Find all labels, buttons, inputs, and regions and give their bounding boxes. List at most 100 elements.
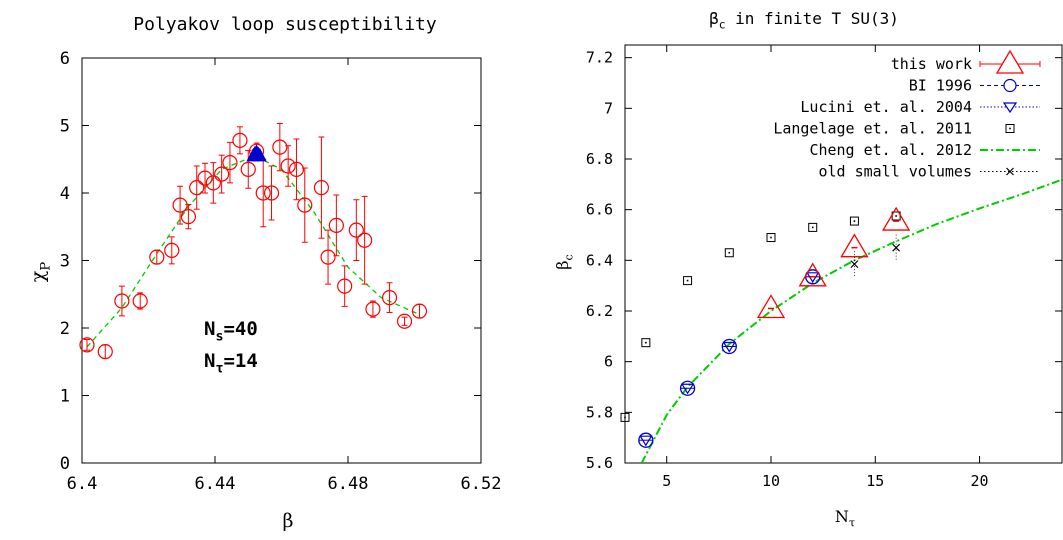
lucini-point: [681, 383, 695, 395]
circle-marker: [189, 180, 205, 196]
data-point-left: [280, 145, 296, 187]
bi-point: [721, 338, 737, 355]
legend-marker: [1003, 78, 1017, 93]
data-point-left: [313, 136, 329, 239]
annotation-nt: Nτ=14: [204, 350, 258, 376]
circle-marker: [97, 344, 113, 360]
data-point-left: [365, 300, 381, 318]
circle-marker: [114, 293, 130, 309]
circle-marker: [313, 180, 329, 196]
circle-marker: [214, 166, 230, 182]
legend-label: old small volumes: [818, 163, 972, 181]
legend-entry: Lucini et. al. 2004: [800, 98, 1040, 116]
chart-left: 0 1 2 3 4 5 6 6.4 6.44 6.48 6.52 Polyakov loop susc…: [27, 14, 501, 532]
circle-marker: [205, 175, 221, 191]
lucini-point: [722, 341, 736, 353]
ytick-label-right: 6.4: [586, 251, 613, 269]
y-axis-label-right-text-main: β: [553, 261, 572, 270]
y-axis-label-left-text-main: χ: [27, 270, 49, 282]
circle-marker: [357, 232, 373, 248]
square-marker: [849, 216, 859, 226]
circle-marker: [240, 161, 256, 177]
ytick-label-right: 6.6: [586, 201, 613, 219]
circle-marker: [297, 197, 313, 213]
ytick-label-left: 5: [60, 117, 70, 137]
circle-marker: [149, 249, 165, 265]
circle-marker: [255, 185, 271, 201]
circle-marker: [320, 249, 336, 265]
legend-entry: Cheng et. al. 2012: [809, 141, 1040, 159]
data-point-left: [272, 122, 288, 172]
ytick-label-left: 3: [60, 252, 70, 272]
circle-marker: [381, 290, 398, 306]
annotation-nt-rest: =14: [223, 350, 257, 372]
square-marker: [1005, 124, 1015, 133]
ytick-label-right: 6: [604, 353, 613, 371]
square-dot: [895, 215, 897, 217]
ytick-label-right: 7: [604, 99, 613, 117]
square-marker: [808, 222, 818, 232]
y-axis-label-right-text: βc: [553, 254, 575, 270]
data-point-left: [288, 138, 305, 201]
square-marker: [683, 276, 693, 286]
y-axis-label-right: βc: [553, 254, 575, 270]
cheng-curve: [640, 178, 1063, 463]
annotation-ns-rest: =40: [223, 318, 257, 340]
triangle-marker: [840, 233, 869, 258]
legend-label: BI 1996: [909, 77, 972, 95]
chart-title-left: Polyakov loop susceptibility: [133, 14, 437, 35]
ytick-label-right: 7.2: [586, 49, 613, 67]
data-point-left: [297, 167, 313, 243]
legend-label: Cheng et. al. 2012: [809, 141, 972, 159]
ytick-label-left: 2: [60, 319, 70, 339]
circle-marker: [232, 132, 248, 148]
legend-label: Langelage et. al. 2011: [773, 120, 972, 138]
langelage-point: [620, 412, 630, 422]
square-dot: [686, 279, 689, 282]
circle-marker: [164, 242, 180, 258]
square-dot: [853, 220, 856, 222]
triangle-marker: [253, 147, 267, 162]
x-stroke-2: [1006, 167, 1014, 176]
circle-marker: [172, 197, 188, 213]
data-point-left: [357, 195, 373, 285]
xtick-label-left: 6.52: [461, 474, 502, 494]
data-point-left: [205, 162, 221, 204]
ytick-label-right: 5.8: [586, 403, 613, 421]
circle-marker: [180, 209, 196, 225]
circle-marker: [348, 222, 364, 238]
circle-marker: [396, 313, 413, 329]
ytick-label-right: 5.6: [586, 454, 613, 472]
data-point-left: [337, 265, 353, 307]
xtick-label-left: 6.48: [328, 474, 369, 494]
plot-frame-right: [624, 44, 1063, 464]
circle-marker: [132, 293, 148, 309]
circle-marker: [337, 278, 353, 294]
data-point-left: [263, 165, 280, 221]
x-axis-label-right: Nτ: [835, 507, 855, 529]
xtick-label-right: 15: [866, 472, 884, 490]
langelage-point: [641, 338, 651, 348]
ytick-label-left: 4: [60, 184, 70, 204]
legend-entry: BI 1996: [909, 77, 1040, 95]
square-dot: [770, 236, 772, 239]
x-axis-label-right-main: N: [835, 507, 849, 526]
square-dot: [811, 226, 814, 229]
triangle-marker: [798, 262, 827, 287]
data-point-left: [164, 236, 180, 265]
this-work-point: [882, 206, 911, 231]
xtick-label-left: 6.44: [195, 474, 236, 494]
langelage-point: [766, 233, 776, 243]
y-axis-label-left-text-sub: P: [38, 262, 53, 271]
annotation-nt-main: N: [204, 350, 215, 372]
square-marker: [641, 338, 651, 348]
circle-marker: [263, 185, 280, 201]
circle-marker: [365, 301, 381, 317]
legend-entry: this work: [891, 49, 1041, 74]
chart-title-right-sub: c: [719, 18, 726, 31]
data-point-left: [255, 158, 271, 228]
square-dot: [624, 416, 626, 419]
old-volume-point: [892, 234, 901, 261]
data-point-left: [114, 285, 130, 317]
